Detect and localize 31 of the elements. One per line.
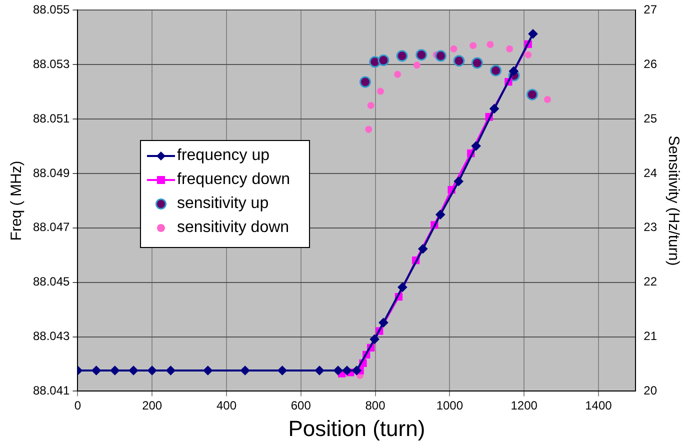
y2-tick-label: 27 xyxy=(644,2,658,17)
x-axis-title: Position (turn) xyxy=(288,416,426,441)
x-tick-label: 0 xyxy=(74,398,82,413)
x-tick-label: 400 xyxy=(216,398,237,413)
x-tick-label: 600 xyxy=(290,398,312,413)
y2-tick-label: 22 xyxy=(644,274,658,289)
y-tick-label: 88.049 xyxy=(33,166,70,180)
x-tick-label: 1200 xyxy=(510,398,538,413)
y2-tick-label: 23 xyxy=(644,220,658,234)
y2-tick-label: 26 xyxy=(644,56,658,71)
x-tick-label: 1000 xyxy=(436,398,464,413)
y2-tick-label: 25 xyxy=(644,111,658,126)
x-tick-label: 1400 xyxy=(585,398,612,413)
y-tick-label: 88.051 xyxy=(33,111,70,126)
legend-label: frequency down xyxy=(177,171,290,189)
y2-tick-label: 21 xyxy=(644,329,658,344)
y2-tick-label: 20 xyxy=(644,384,658,398)
y2-axis-title: Sensitivity (Hz/turn) xyxy=(664,136,682,266)
legend-label: frequency up xyxy=(177,147,270,165)
x-tick-label: 200 xyxy=(142,398,162,413)
y-tick-label: 88.047 xyxy=(33,220,70,234)
legend-label: sensitivity up xyxy=(177,195,269,213)
legend-label: sensitivity down xyxy=(177,219,290,237)
y-tick-label: 88.041 xyxy=(33,384,70,398)
y-tick-label: 88.043 xyxy=(33,329,70,344)
x-tick-label: 800 xyxy=(365,398,386,413)
y-tick-label: 88.055 xyxy=(33,2,70,17)
y2-tick-label: 24 xyxy=(644,166,658,180)
y-tick-label: 88.053 xyxy=(33,56,70,71)
y-tick-label: 88.045 xyxy=(33,274,70,289)
y-axis-title: Freq ( MHz) xyxy=(8,160,26,241)
